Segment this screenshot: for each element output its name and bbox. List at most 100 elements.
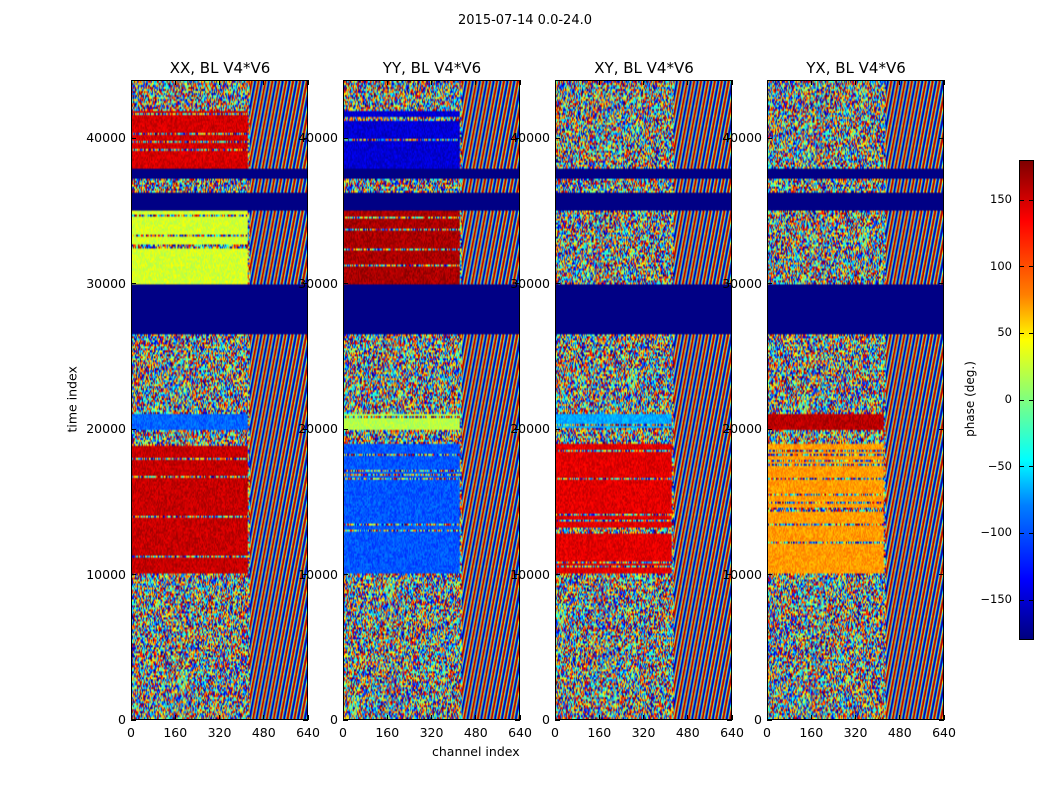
x-tick-label: 480 <box>675 725 700 740</box>
x-tick-mark <box>687 715 689 720</box>
y-tick-mark <box>515 283 520 285</box>
colorbar-tick-label: 50 <box>997 325 1012 340</box>
x-tick-label: 0 <box>551 725 559 740</box>
x-tick-mark <box>899 715 901 720</box>
colorbar-tick-mark <box>1019 466 1024 468</box>
y-tick-label: 40000 <box>298 130 338 146</box>
y-tick-mark <box>727 574 732 576</box>
y-tick-label: 30000 <box>510 275 550 291</box>
x-tick-label: 160 <box>799 725 824 740</box>
heatmap-panel-xy <box>555 80 732 720</box>
x-tick-mark <box>219 80 220 85</box>
y-tick-label: 20000 <box>722 421 762 437</box>
colorbar-tick-label: −150 <box>980 592 1012 606</box>
heatmap-yx <box>768 81 943 719</box>
x-tick-label: 160 <box>163 725 188 740</box>
y-tick-mark <box>343 137 348 139</box>
x-tick-label: 640 <box>508 725 532 740</box>
y-tick-mark <box>303 428 308 430</box>
y-tick-mark <box>515 137 520 139</box>
x-tick-mark <box>263 80 265 85</box>
x-tick-mark <box>731 80 733 85</box>
x-tick-mark <box>519 715 521 720</box>
colorbar-tick-mark <box>1029 599 1034 601</box>
y-tick-label: 10000 <box>510 566 550 582</box>
heatmap-xx <box>132 81 307 719</box>
y-tick-label: 40000 <box>510 130 550 146</box>
colorbar-tick-label: 0 <box>1004 392 1012 406</box>
colorbar-label: phase (deg.) <box>963 361 977 437</box>
y-tick-mark <box>939 428 944 430</box>
y-tick-mark <box>727 428 732 430</box>
heatmap-panel-yx <box>767 80 944 720</box>
x-tick-mark <box>643 715 644 720</box>
heatmap-panel-yy <box>343 80 520 720</box>
colorbar-tick-mark <box>1019 599 1024 601</box>
panel-title-xy: XY, BL V4*V6 <box>594 59 694 77</box>
colorbar-tick-label: −50 <box>987 458 1012 473</box>
y-tick-label: 30000 <box>298 275 338 291</box>
y-tick-label: 0 <box>118 712 126 727</box>
colorbar-tick-mark <box>1029 199 1034 201</box>
y-tick-mark <box>939 719 944 721</box>
x-tick-mark <box>810 715 812 720</box>
x-tick-mark <box>219 715 220 720</box>
y-tick-label: 10000 <box>298 566 338 582</box>
y-tick-mark <box>555 428 560 430</box>
colorbar-tick-mark <box>1019 266 1024 268</box>
x-tick-mark <box>519 80 521 85</box>
y-tick-mark <box>727 719 732 721</box>
y-tick-mark <box>515 574 520 576</box>
y-tick-mark <box>303 719 308 721</box>
x-tick-mark <box>554 715 556 720</box>
x-tick-mark <box>130 715 132 720</box>
y-tick-label: 20000 <box>510 421 550 437</box>
x-axis-label: channel index <box>432 744 520 759</box>
x-tick-mark <box>687 80 689 85</box>
y-tick-label: 30000 <box>722 275 762 291</box>
x-tick-mark <box>174 80 176 85</box>
y-tick-mark <box>131 137 136 139</box>
y-tick-label: 0 <box>754 712 762 727</box>
x-tick-label: 640 <box>296 725 320 740</box>
x-tick-mark <box>386 80 388 85</box>
y-tick-label: 20000 <box>298 421 338 437</box>
y-tick-mark <box>727 283 732 285</box>
heatmap-xy <box>556 81 731 719</box>
y-tick-mark <box>555 283 560 285</box>
y-tick-mark <box>131 719 136 721</box>
x-tick-mark <box>130 80 132 85</box>
y-tick-mark <box>939 137 944 139</box>
x-tick-label: 0 <box>127 725 135 740</box>
x-tick-label: 320 <box>419 725 444 740</box>
colorbar-tick-mark <box>1019 332 1024 334</box>
x-tick-mark <box>431 80 432 85</box>
y-tick-mark <box>727 137 732 139</box>
x-tick-label: 640 <box>720 725 744 740</box>
y-tick-mark <box>767 428 772 430</box>
y-tick-mark <box>303 574 308 576</box>
x-tick-mark <box>475 715 477 720</box>
x-tick-mark <box>598 715 600 720</box>
y-tick-mark <box>767 574 772 576</box>
colorbar-tick-mark <box>1019 399 1024 401</box>
x-tick-label: 480 <box>463 725 488 740</box>
x-tick-mark <box>643 80 644 85</box>
y-tick-mark <box>131 283 136 285</box>
y-tick-mark <box>515 719 520 721</box>
x-tick-label: 320 <box>207 725 232 740</box>
y-tick-mark <box>131 428 136 430</box>
x-tick-label: 480 <box>251 725 276 740</box>
x-tick-label: 160 <box>587 725 612 740</box>
y-tick-mark <box>939 283 944 285</box>
colorbar-tick-mark <box>1029 532 1034 534</box>
y-tick-label: 0 <box>330 712 338 727</box>
x-tick-label: 0 <box>763 725 771 740</box>
y-tick-mark <box>131 574 136 576</box>
x-tick-mark <box>174 715 176 720</box>
x-tick-mark <box>307 715 309 720</box>
x-tick-mark <box>899 80 901 85</box>
y-tick-mark <box>767 283 772 285</box>
y-tick-mark <box>555 137 560 139</box>
y-tick-label: 10000 <box>722 566 762 582</box>
